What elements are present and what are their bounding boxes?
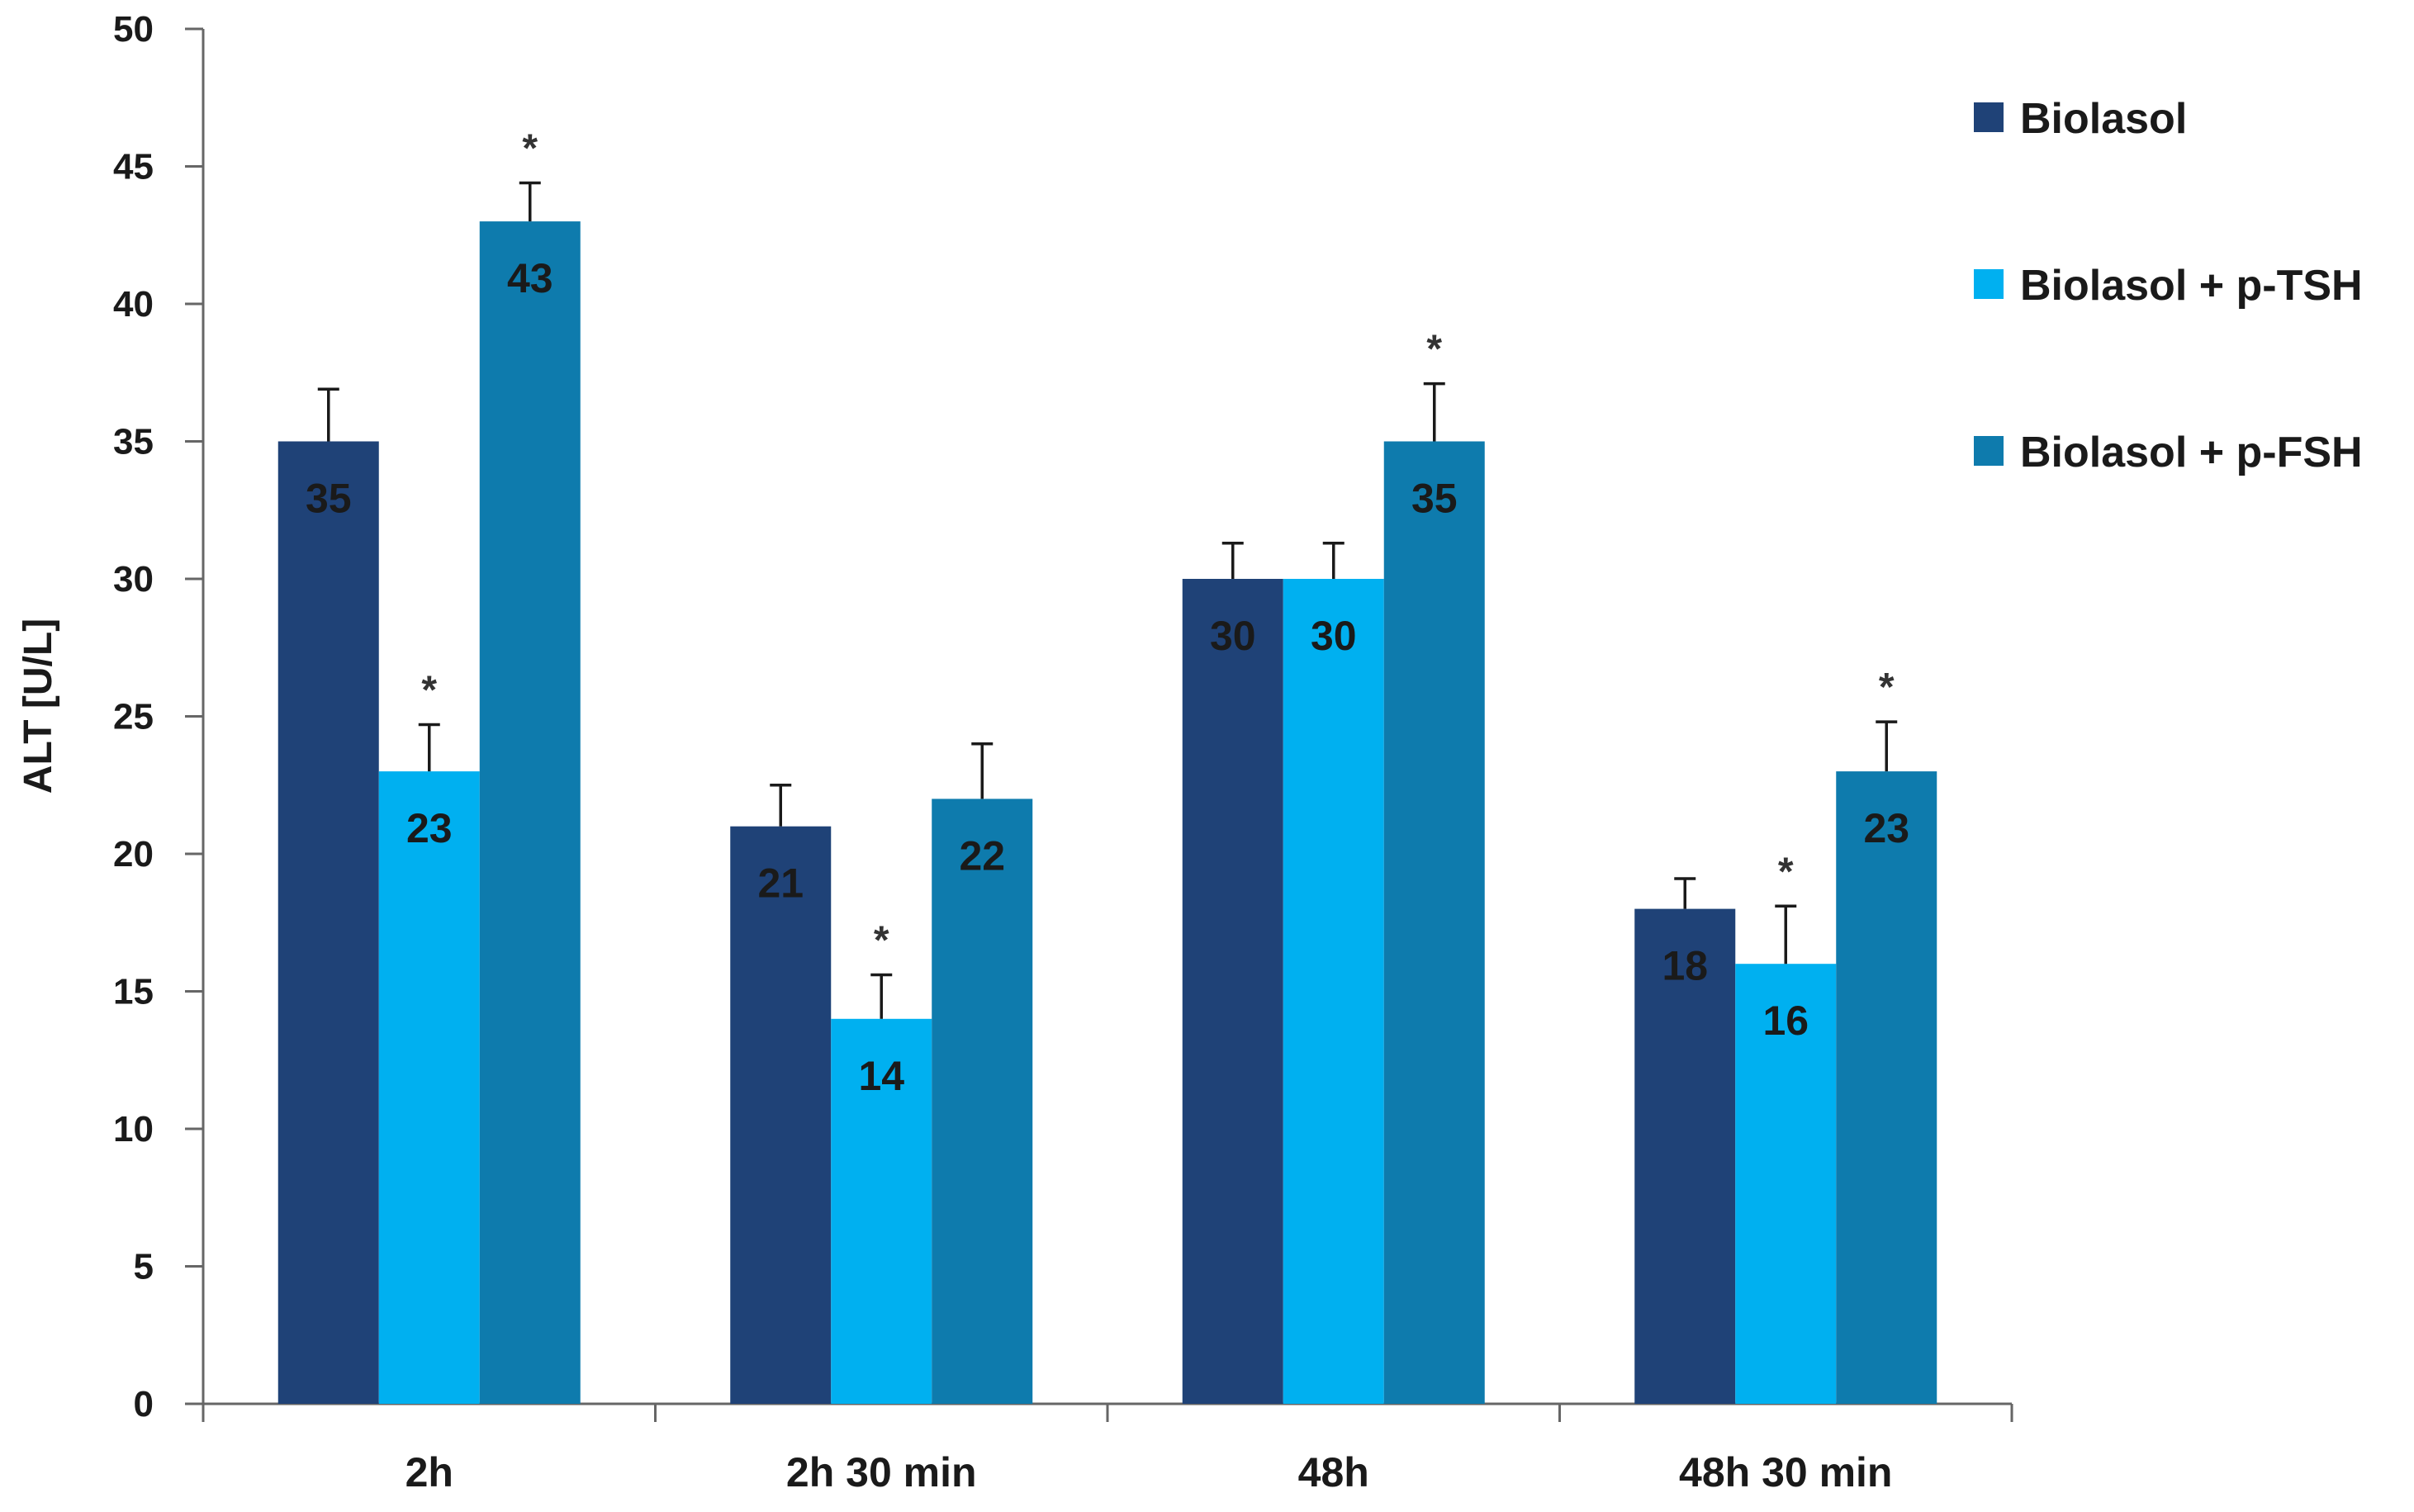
bars: 35 23 * 43 * 21 14 * 22 30 30 35 * 18 16 * 23 *: [277, 126, 1937, 1405]
bar: [1836, 771, 1937, 1404]
significance-marker: *: [1879, 666, 1895, 709]
x-category-label: 2h 30 min: [786, 1449, 977, 1495]
data-label: 21: [757, 860, 804, 907]
y-tick-label: 35: [113, 422, 154, 462]
significance-marker: *: [874, 919, 889, 963]
bar: [730, 826, 832, 1404]
y-tick-label: 5: [134, 1247, 154, 1287]
data-label: 14: [858, 1053, 904, 1099]
y-tick-label: 10: [113, 1109, 154, 1149]
legend-label: Biolasol: [2020, 95, 2187, 143]
legend-swatch: [1974, 436, 2004, 466]
y-axis: 0 5 10 15 20 25 30 35 40 45 50: [113, 9, 205, 1424]
bar: [831, 1018, 932, 1404]
y-tick-label: 50: [113, 9, 154, 50]
bar: [1283, 579, 1384, 1404]
y-tick-label: 40: [113, 284, 154, 325]
significance-marker: *: [1426, 328, 1442, 372]
data-label: 35: [306, 476, 352, 522]
y-tick-label: 0: [134, 1384, 154, 1424]
x-axis: 2h 2h 30 min 48h 48h 30 min: [202, 1402, 2013, 1495]
legend-swatch: [1974, 102, 2004, 132]
significance-marker: *: [522, 126, 538, 170]
y-axis-title: ALT [U/L]: [17, 619, 60, 794]
significance-marker: *: [1778, 850, 1794, 893]
y-tick-label: 15: [113, 972, 154, 1012]
data-label: 23: [406, 805, 453, 851]
x-category-label: 2h: [405, 1449, 453, 1495]
y-tick-label: 45: [113, 147, 154, 187]
legend-label: Biolasol + p-FSH: [2020, 429, 2363, 476]
bar: [1182, 579, 1283, 1404]
legend: Biolasol Biolasol + p-TSH Biolasol + p-FSH: [1974, 95, 2363, 476]
data-label: 16: [1762, 998, 1809, 1044]
bar: [277, 441, 379, 1404]
bar: [378, 771, 480, 1404]
x-category-label: 48h 30 min: [1679, 1449, 1892, 1495]
data-label: 43: [507, 255, 553, 301]
data-label: 18: [1662, 943, 1708, 989]
y-tick-label: 20: [113, 834, 154, 874]
bar: [1634, 908, 1736, 1404]
y-tick-label: 30: [113, 559, 154, 600]
legend-swatch: [1974, 269, 2004, 299]
bar: [1735, 964, 1837, 1404]
data-label: 23: [1863, 805, 1909, 851]
bar: [932, 799, 1033, 1404]
y-tick-label: 25: [113, 697, 154, 737]
legend-label: Biolasol + p-TSH: [2020, 262, 2363, 310]
data-label: 35: [1411, 476, 1458, 522]
significance-marker: *: [421, 668, 437, 712]
data-label: 30: [1311, 613, 1357, 659]
data-label: 22: [959, 832, 1005, 879]
x-category-label: 48h: [1298, 1449, 1369, 1495]
bar: [479, 221, 581, 1405]
bar: [1383, 441, 1485, 1404]
data-label: 30: [1210, 613, 1256, 659]
